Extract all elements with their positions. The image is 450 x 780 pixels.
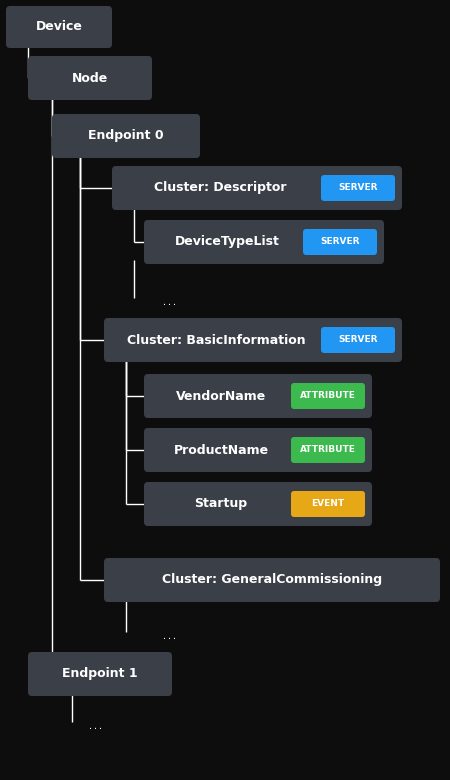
Text: Node: Node [72, 72, 108, 84]
FancyBboxPatch shape [104, 558, 440, 602]
Text: SERVER: SERVER [338, 183, 378, 193]
Text: Endpoint 0: Endpoint 0 [88, 129, 164, 143]
Text: EVENT: EVENT [311, 499, 345, 509]
FancyBboxPatch shape [144, 220, 384, 264]
FancyBboxPatch shape [104, 318, 402, 362]
Text: Cluster: GeneralCommissioning: Cluster: GeneralCommissioning [162, 573, 382, 587]
Text: ...: ... [162, 298, 177, 307]
FancyBboxPatch shape [291, 437, 365, 463]
Text: VendorName: VendorName [176, 389, 266, 402]
Text: ATTRIBUTE: ATTRIBUTE [300, 445, 356, 455]
Text: Endpoint 1: Endpoint 1 [62, 668, 138, 680]
Text: Device: Device [36, 20, 82, 34]
Text: SERVER: SERVER [320, 237, 360, 246]
FancyBboxPatch shape [321, 327, 395, 353]
FancyBboxPatch shape [28, 652, 172, 696]
FancyBboxPatch shape [291, 491, 365, 517]
Text: ATTRIBUTE: ATTRIBUTE [300, 392, 356, 400]
FancyBboxPatch shape [303, 229, 377, 255]
FancyBboxPatch shape [6, 6, 112, 48]
FancyBboxPatch shape [52, 114, 200, 158]
Text: Cluster: Descriptor: Cluster: Descriptor [154, 182, 286, 194]
FancyBboxPatch shape [291, 383, 365, 409]
FancyBboxPatch shape [28, 56, 152, 100]
FancyBboxPatch shape [144, 428, 372, 472]
FancyBboxPatch shape [321, 175, 395, 201]
Text: DeviceTypeList: DeviceTypeList [175, 236, 279, 249]
Text: SERVER: SERVER [338, 335, 378, 345]
Text: Startup: Startup [194, 498, 248, 510]
Text: Cluster: BasicInformation: Cluster: BasicInformation [127, 334, 305, 346]
FancyBboxPatch shape [144, 374, 372, 418]
Text: ...: ... [88, 722, 103, 731]
FancyBboxPatch shape [144, 482, 372, 526]
FancyBboxPatch shape [112, 166, 402, 210]
Text: ProductName: ProductName [173, 444, 269, 456]
Text: ...: ... [162, 632, 177, 641]
